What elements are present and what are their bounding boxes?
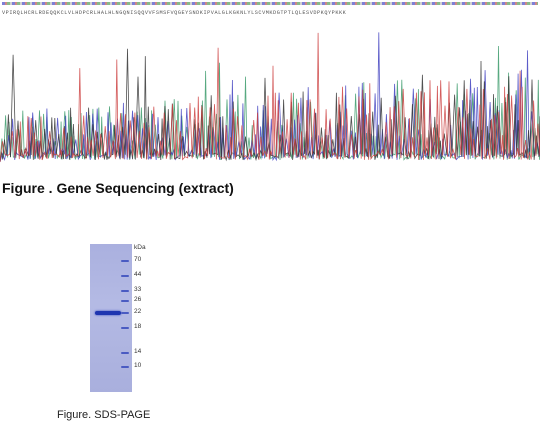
trace-t [0,32,540,163]
marker-band [121,352,129,354]
protein-band [95,311,121,315]
sequencing-caption: Figure . Gene Sequencing (extract) [2,180,234,196]
trace-g [0,48,540,163]
sequence-ruler [2,2,538,5]
marker-band [121,327,129,329]
marker-band [121,312,129,314]
marker-band [121,260,129,262]
sds-page-caption: Figure. SDS-PAGE [57,409,151,421]
gene-sequencing-panel: VPIRQLHCRLRDEQQKCLVLHDPCRLHALHLNGQNISQQV… [0,0,540,168]
mw-label-14: 14 [134,348,142,355]
amino-acid-sequence: VPIRQLHCRLRDEQQKCLVLHDPCRLHALHLNGQNISQQV… [2,10,347,16]
sds-page-gel: kDa 70 44 33 26 22 18 14 10 [90,244,160,394]
mw-label-44: 44 [134,271,142,278]
mw-label-33: 33 [134,286,142,293]
mw-label-26: 26 [134,296,142,303]
marker-band [121,366,129,368]
marker-band [121,275,129,277]
mw-label-10: 10 [134,362,142,369]
mw-label-22: 22 [134,308,142,315]
kda-header: kDa [134,244,146,251]
marker-band [121,290,129,292]
gel-lane [90,244,132,392]
mw-label-18: 18 [134,323,142,330]
marker-band [121,300,129,302]
mw-label-70: 70 [134,256,142,263]
chromatogram [0,32,540,163]
